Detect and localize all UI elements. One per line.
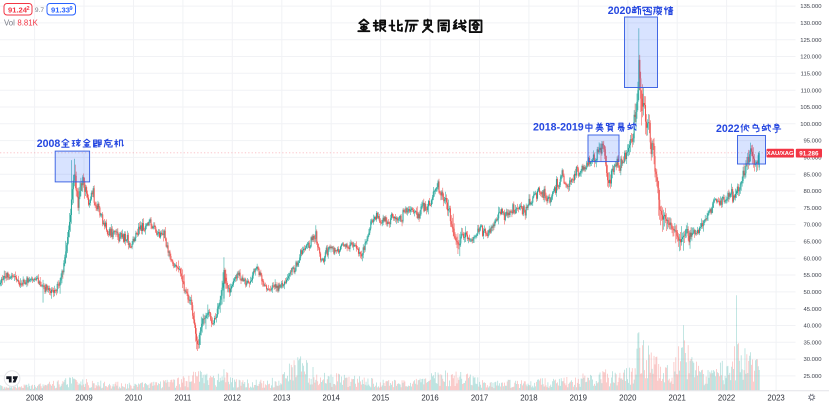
- svg-text:2016: 2016: [421, 393, 438, 402]
- svg-text:115.000: 115.000: [801, 71, 823, 77]
- svg-text:130.000: 130.000: [800, 21, 822, 27]
- svg-text:2020: 2020: [608, 5, 632, 17]
- svg-text:55.000: 55.000: [803, 273, 822, 279]
- svg-text:2018: 2018: [520, 393, 537, 402]
- svg-text:91.24: 91.24: [8, 6, 28, 15]
- svg-text:95.000: 95.000: [803, 139, 822, 145]
- svg-text:XAU/XAG: XAU/XAG: [767, 151, 794, 157]
- svg-text:2: 2: [27, 6, 30, 12]
- svg-text:2023: 2023: [767, 393, 784, 402]
- svg-text:60.000: 60.000: [803, 256, 822, 262]
- svg-text:25.000: 25.000: [803, 374, 822, 380]
- svg-text:2017: 2017: [471, 393, 488, 402]
- svg-text:2013: 2013: [273, 393, 290, 402]
- svg-text:2009: 2009: [75, 393, 92, 402]
- svg-text:2018-2019: 2018-2019: [533, 122, 584, 134]
- svg-text:50.000: 50.000: [803, 290, 822, 296]
- svg-text:85.000: 85.000: [803, 172, 822, 178]
- svg-text:30.000: 30.000: [803, 357, 822, 363]
- svg-text:110.000: 110.000: [801, 88, 823, 94]
- svg-text:8.81K: 8.81K: [17, 18, 38, 27]
- svg-text:Vol: Vol: [4, 18, 15, 27]
- svg-text:2012: 2012: [224, 393, 241, 402]
- svg-text:9: 9: [70, 6, 73, 12]
- svg-text:2008: 2008: [26, 393, 43, 402]
- svg-text:2021: 2021: [669, 393, 686, 402]
- svg-text:120.000: 120.000: [800, 55, 822, 61]
- svg-text:40.000: 40.000: [803, 324, 822, 330]
- svg-text:80.000: 80.000: [803, 189, 822, 195]
- svg-text:91.33: 91.33: [51, 6, 70, 15]
- svg-text:2011: 2011: [175, 393, 192, 402]
- svg-text:2019: 2019: [570, 393, 587, 402]
- svg-text:35.000: 35.000: [803, 340, 822, 346]
- svg-text:100.000: 100.000: [800, 122, 822, 128]
- svg-text:70.000: 70.000: [803, 223, 822, 229]
- svg-text:65.000: 65.000: [803, 240, 822, 246]
- svg-text:135.000: 135.000: [800, 4, 822, 10]
- svg-text:2010: 2010: [125, 393, 143, 402]
- svg-text:9.7: 9.7: [35, 7, 44, 14]
- svg-text:125.000: 125.000: [800, 38, 822, 44]
- svg-text:75.000: 75.000: [803, 206, 822, 212]
- svg-text:90.000: 90.000: [803, 156, 822, 162]
- svg-text:2022: 2022: [716, 123, 740, 135]
- svg-text:2015: 2015: [372, 393, 390, 402]
- svg-text:2008: 2008: [37, 138, 61, 150]
- svg-text:2020: 2020: [619, 393, 637, 402]
- svg-text:2022: 2022: [718, 393, 735, 402]
- svg-text:91.286: 91.286: [799, 151, 819, 158]
- svg-text:105.000: 105.000: [800, 105, 822, 111]
- svg-text:45.000: 45.000: [803, 307, 822, 313]
- svg-text:2014: 2014: [323, 393, 341, 402]
